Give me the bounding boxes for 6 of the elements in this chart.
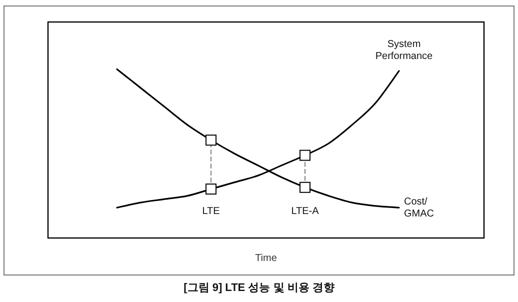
series-label: Cost/ GMAC xyxy=(404,196,434,220)
x-axis-title: Time xyxy=(255,253,278,264)
text: [그림 9] LTE 성능 및 비용 경향 xyxy=(184,282,334,294)
x-tick-label: LTE xyxy=(202,206,220,217)
x-tick-label: LTE-A xyxy=(291,206,320,217)
text: System Performance xyxy=(375,38,434,62)
